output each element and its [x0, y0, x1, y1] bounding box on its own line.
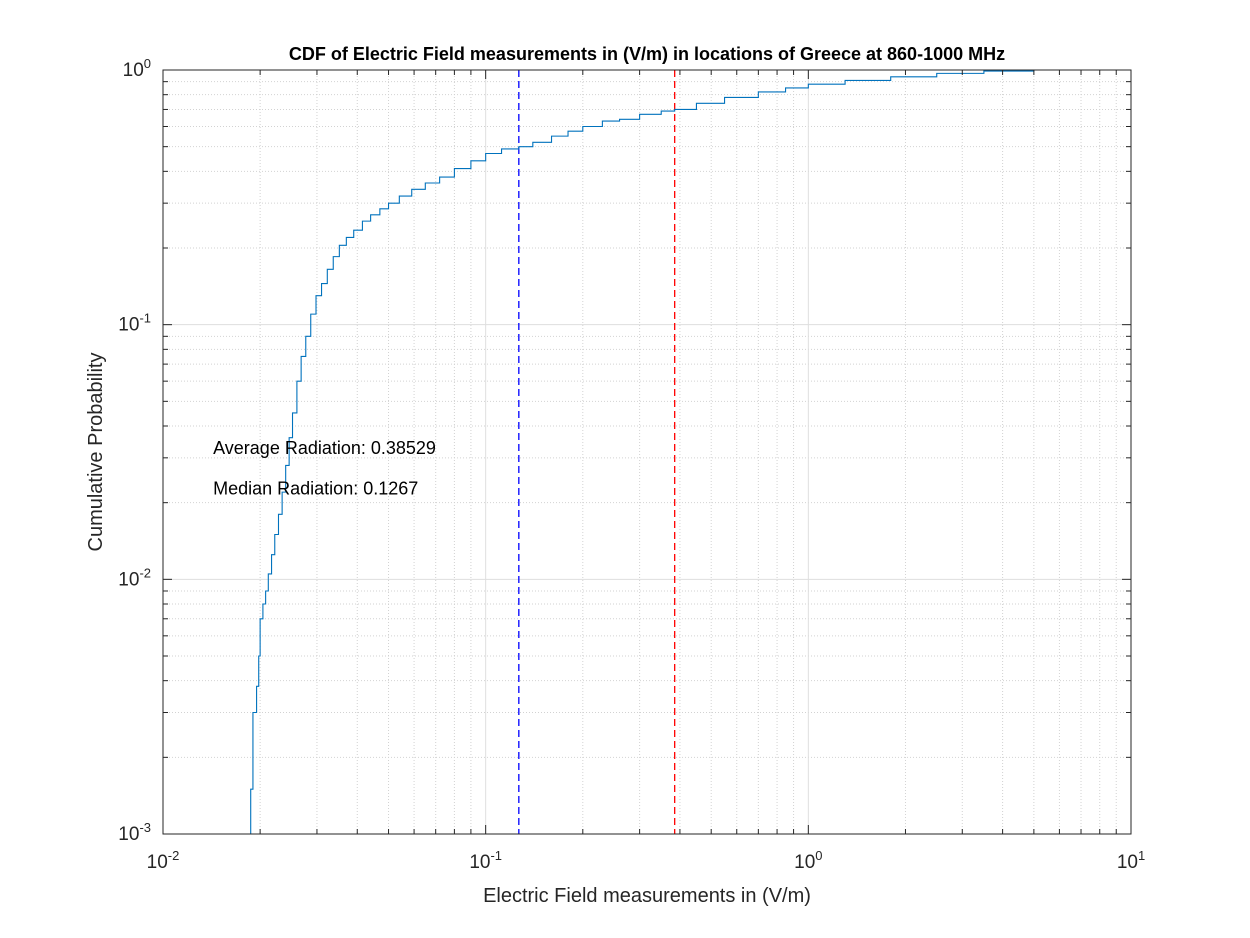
reference-lines	[518, 70, 676, 834]
annotation-text: Median Radiation: 0.1267	[213, 479, 418, 499]
y-tick-label: 10-1	[118, 311, 151, 336]
annotation-text: Average Radiation: 0.38529	[213, 438, 436, 458]
series-group	[249, 69, 1131, 835]
x-tick-label: 10-1	[469, 848, 502, 873]
axes-box	[162, 69, 1132, 835]
annotations: Average Radiation: 0.38529 Median Radiati…	[213, 438, 436, 498]
x-tick-label: 101	[1117, 848, 1145, 873]
y-tick-label: 10-3	[118, 820, 151, 845]
y-tick-labels: 10-3 10-2 10-1 100	[118, 56, 151, 845]
minor-grid	[163, 70, 1131, 834]
y-tick-label: 100	[123, 56, 151, 81]
chart-title: CDF of Electric Field measurements in (V…	[289, 44, 1005, 64]
y-tick-label: 10-2	[118, 565, 151, 590]
x-axis-label: Electric Field measurements in (V/m)	[483, 885, 811, 907]
cdf-series-line	[249, 69, 1131, 835]
plot-area	[163, 70, 1131, 834]
x-tick-label: 10-2	[147, 848, 180, 873]
x-tick-labels: 10-2 10-1 100 101	[147, 848, 1146, 873]
major-grid	[163, 70, 1131, 834]
x-tick-label: 100	[794, 848, 822, 873]
tick-marks	[162, 69, 1132, 835]
y-axis-label: Cumulative Probability	[85, 353, 107, 552]
